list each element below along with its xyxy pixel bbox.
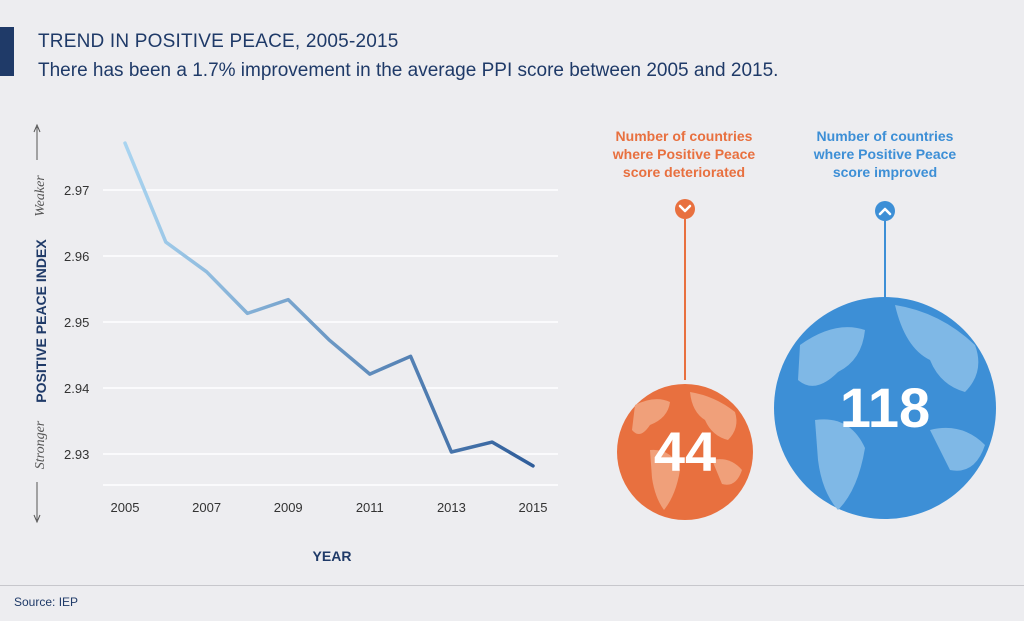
x-tick-label: 2015 — [519, 500, 548, 515]
x-tick-label: 2013 — [437, 500, 466, 515]
y-tick-label: 2.95 — [64, 315, 89, 330]
improved-label-line: Number of countries — [816, 128, 954, 144]
deteriorated-globe — [617, 384, 753, 520]
x-tick-label: 2007 — [192, 500, 221, 515]
improved-count: 118 — [839, 376, 931, 439]
improved-label: Number of countries where Positive Peace… — [785, 127, 985, 181]
deteriorated-count: 44 — [653, 420, 717, 483]
x-tick-label: 2011 — [356, 500, 384, 515]
y-tick-label: 2.97 — [64, 183, 89, 198]
arrow-up-icon — [33, 123, 41, 133]
x-tick-label: 2005 — [111, 500, 140, 515]
improved-label-line: score improved — [832, 164, 938, 180]
y-tick-label: 2.93 — [64, 447, 89, 462]
source-note: Source: IEP — [14, 595, 79, 609]
series-line — [123, 141, 535, 468]
y-tick-label: 2.96 — [64, 249, 89, 264]
accent-bar — [0, 27, 14, 76]
y-tick-label: 2.94 — [64, 381, 89, 396]
x-axis-label: YEAR — [312, 548, 352, 564]
deteriorated-label-line: score deteriorated — [622, 164, 746, 180]
footer-divider — [0, 585, 1024, 586]
improved-globe — [774, 297, 996, 519]
improved-label-line: where Positive Peace — [813, 146, 957, 162]
deteriorated-label-line: where Positive Peace — [612, 146, 756, 162]
chart-subtitle: There has been a 1.7% improvement in the… — [38, 60, 779, 81]
chevron-up-icon — [875, 201, 895, 221]
chevron-down-icon — [675, 199, 695, 219]
deteriorated-label-line: Number of countries — [615, 128, 753, 144]
deteriorated-label: Number of countries where Positive Peace… — [584, 127, 784, 181]
line-chart: 2.93 2.94 2.95 2.96 2.97 2005 2007 2009 2011 2013… — [33, 123, 558, 524]
x-tick-label: 2009 — [274, 500, 303, 515]
chart-title: TREND IN POSITIVE PEACE, 2005-2015 — [38, 31, 399, 52]
arrow-down-icon — [33, 514, 41, 524]
